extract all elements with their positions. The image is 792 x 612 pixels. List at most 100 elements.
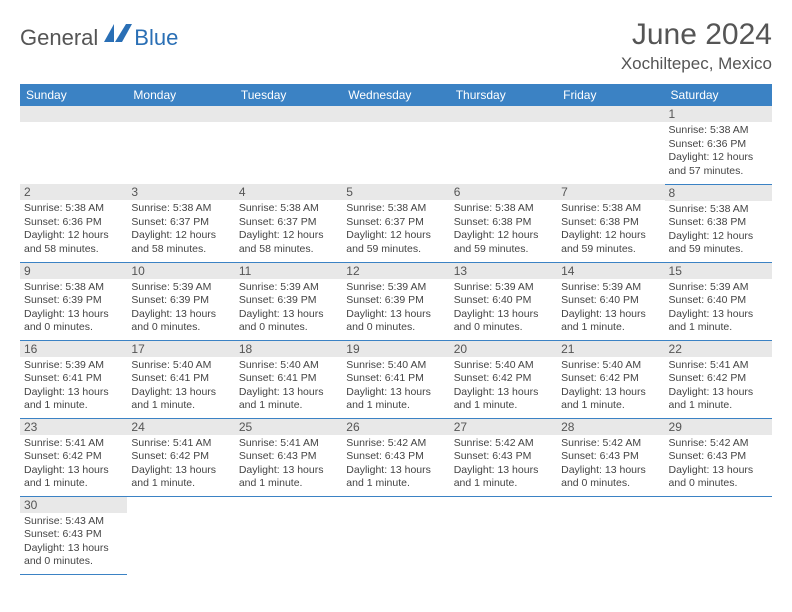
calendar-cell: 26Sunrise: 5:42 AM Sunset: 6:43 PM Dayli… [342,418,449,496]
weekday-header: Monday [127,84,234,106]
calendar-row: 9Sunrise: 5:38 AM Sunset: 6:39 PM Daylig… [20,262,772,340]
day-text: Sunrise: 5:42 AM Sunset: 6:43 PM Dayligh… [450,435,557,494]
day-text: Sunrise: 5:38 AM Sunset: 6:38 PM Dayligh… [557,200,664,259]
location: Xochiltepec, Mexico [621,54,772,74]
calendar-cell-empty [342,106,449,184]
weekday-header: Thursday [450,84,557,106]
calendar-cell-empty [127,496,234,574]
calendar-cell-empty [235,106,342,184]
calendar-cell: 29Sunrise: 5:42 AM Sunset: 6:43 PM Dayli… [665,418,772,496]
day-text: Sunrise: 5:41 AM Sunset: 6:42 PM Dayligh… [20,435,127,494]
calendar-cell: 30Sunrise: 5:43 AM Sunset: 6:43 PM Dayli… [20,496,127,574]
calendar-cell: 15Sunrise: 5:39 AM Sunset: 6:40 PM Dayli… [665,262,772,340]
day-number: 12 [342,263,449,279]
calendar-cell: 14Sunrise: 5:39 AM Sunset: 6:40 PM Dayli… [557,262,664,340]
logo-flag-icon [104,24,132,47]
day-number: 2 [20,184,127,200]
calendar-row: 2Sunrise: 5:38 AM Sunset: 6:36 PM Daylig… [20,184,772,262]
header: General Blue June 2024 Xochiltepec, Mexi… [20,18,772,74]
weekday-header: Wednesday [342,84,449,106]
day-text: Sunrise: 5:38 AM Sunset: 6:36 PM Dayligh… [20,200,127,259]
calendar-cell: 3Sunrise: 5:38 AM Sunset: 6:37 PM Daylig… [127,184,234,262]
calendar-cell: 21Sunrise: 5:40 AM Sunset: 6:42 PM Dayli… [557,340,664,418]
weekday-header: Saturday [665,84,772,106]
day-number: 20 [450,341,557,357]
day-number: 3 [127,184,234,200]
day-text: Sunrise: 5:42 AM Sunset: 6:43 PM Dayligh… [557,435,664,494]
calendar-cell: 8Sunrise: 5:38 AM Sunset: 6:38 PM Daylig… [665,184,772,262]
logo-text-2: Blue [134,25,178,51]
calendar-cell-empty [665,496,772,574]
day-number: 1 [665,106,772,122]
calendar-cell: 28Sunrise: 5:42 AM Sunset: 6:43 PM Dayli… [557,418,664,496]
day-text: Sunrise: 5:39 AM Sunset: 6:39 PM Dayligh… [235,279,342,338]
calendar-cell: 16Sunrise: 5:39 AM Sunset: 6:41 PM Dayli… [20,340,127,418]
calendar-row: 23Sunrise: 5:41 AM Sunset: 6:42 PM Dayli… [20,418,772,496]
day-text: Sunrise: 5:38 AM Sunset: 6:37 PM Dayligh… [342,200,449,259]
day-number: 30 [20,497,127,513]
calendar-cell: 17Sunrise: 5:40 AM Sunset: 6:41 PM Dayli… [127,340,234,418]
calendar-cell-empty [557,106,664,184]
calendar-cell: 19Sunrise: 5:40 AM Sunset: 6:41 PM Dayli… [342,340,449,418]
day-text: Sunrise: 5:39 AM Sunset: 6:39 PM Dayligh… [342,279,449,338]
calendar-cell: 1Sunrise: 5:38 AM Sunset: 6:36 PM Daylig… [665,106,772,184]
day-number: 4 [235,184,342,200]
calendar-cell: 22Sunrise: 5:41 AM Sunset: 6:42 PM Dayli… [665,340,772,418]
day-number: 27 [450,419,557,435]
day-text: Sunrise: 5:41 AM Sunset: 6:43 PM Dayligh… [235,435,342,494]
day-text: Sunrise: 5:38 AM Sunset: 6:38 PM Dayligh… [665,201,772,260]
calendar-cell: 25Sunrise: 5:41 AM Sunset: 6:43 PM Dayli… [235,418,342,496]
day-number: 17 [127,341,234,357]
day-number: 16 [20,341,127,357]
calendar-cell-empty [127,106,234,184]
day-number: 24 [127,419,234,435]
calendar-cell: 6Sunrise: 5:38 AM Sunset: 6:38 PM Daylig… [450,184,557,262]
day-text: Sunrise: 5:38 AM Sunset: 6:37 PM Dayligh… [235,200,342,259]
calendar-cell: 7Sunrise: 5:38 AM Sunset: 6:38 PM Daylig… [557,184,664,262]
calendar-cell-empty [557,496,664,574]
day-number: 10 [127,263,234,279]
day-text: Sunrise: 5:40 AM Sunset: 6:41 PM Dayligh… [127,357,234,416]
day-number: 11 [235,263,342,279]
day-number: 18 [235,341,342,357]
day-text: Sunrise: 5:39 AM Sunset: 6:40 PM Dayligh… [557,279,664,338]
day-text: Sunrise: 5:40 AM Sunset: 6:41 PM Dayligh… [235,357,342,416]
day-number: 7 [557,184,664,200]
day-number: 23 [20,419,127,435]
calendar-row: 16Sunrise: 5:39 AM Sunset: 6:41 PM Dayli… [20,340,772,418]
weekday-header: Sunday [20,84,127,106]
calendar-cell: 13Sunrise: 5:39 AM Sunset: 6:40 PM Dayli… [450,262,557,340]
day-text: Sunrise: 5:38 AM Sunset: 6:38 PM Dayligh… [450,200,557,259]
calendar-table: Sunday Monday Tuesday Wednesday Thursday… [20,84,772,575]
calendar-cell-empty [342,496,449,574]
day-number: 25 [235,419,342,435]
title-block: June 2024 Xochiltepec, Mexico [621,18,772,74]
calendar-cell: 23Sunrise: 5:41 AM Sunset: 6:42 PM Dayli… [20,418,127,496]
day-text: Sunrise: 5:42 AM Sunset: 6:43 PM Dayligh… [342,435,449,494]
day-text: Sunrise: 5:42 AM Sunset: 6:43 PM Dayligh… [665,435,772,494]
day-text: Sunrise: 5:40 AM Sunset: 6:42 PM Dayligh… [557,357,664,416]
day-text: Sunrise: 5:39 AM Sunset: 6:40 PM Dayligh… [450,279,557,338]
calendar-cell-empty [450,106,557,184]
logo: General Blue [20,24,178,51]
day-number: 9 [20,263,127,279]
weekday-header-row: Sunday Monday Tuesday Wednesday Thursday… [20,84,772,106]
day-number: 8 [665,185,772,201]
day-text: Sunrise: 5:38 AM Sunset: 6:36 PM Dayligh… [665,122,772,181]
day-text: Sunrise: 5:38 AM Sunset: 6:37 PM Dayligh… [127,200,234,259]
calendar-cell: 4Sunrise: 5:38 AM Sunset: 6:37 PM Daylig… [235,184,342,262]
day-number: 21 [557,341,664,357]
weekday-header: Friday [557,84,664,106]
day-text: Sunrise: 5:40 AM Sunset: 6:41 PM Dayligh… [342,357,449,416]
day-text: Sunrise: 5:39 AM Sunset: 6:40 PM Dayligh… [665,279,772,338]
day-text: Sunrise: 5:43 AM Sunset: 6:43 PM Dayligh… [20,513,127,572]
day-number: 13 [450,263,557,279]
calendar-cell: 11Sunrise: 5:39 AM Sunset: 6:39 PM Dayli… [235,262,342,340]
calendar-row: 30Sunrise: 5:43 AM Sunset: 6:43 PM Dayli… [20,496,772,574]
calendar-cell: 12Sunrise: 5:39 AM Sunset: 6:39 PM Dayli… [342,262,449,340]
calendar-cell: 20Sunrise: 5:40 AM Sunset: 6:42 PM Dayli… [450,340,557,418]
day-text: Sunrise: 5:41 AM Sunset: 6:42 PM Dayligh… [127,435,234,494]
calendar-cell-empty [20,106,127,184]
day-number: 22 [665,341,772,357]
calendar-cell: 18Sunrise: 5:40 AM Sunset: 6:41 PM Dayli… [235,340,342,418]
